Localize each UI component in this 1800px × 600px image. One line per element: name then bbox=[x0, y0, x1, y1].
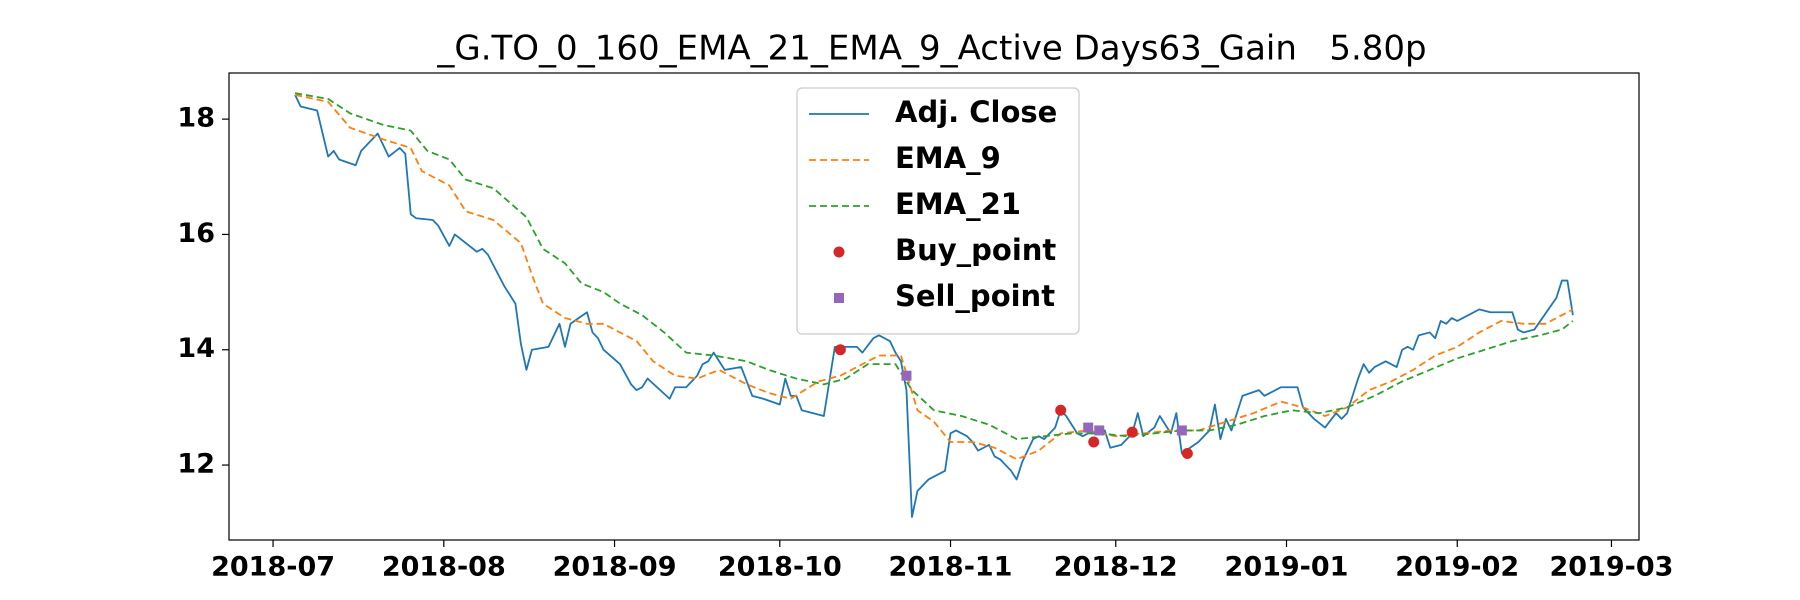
x-tick-label: 2018-07 bbox=[211, 552, 335, 583]
legend-label: EMA_21 bbox=[895, 187, 1021, 221]
plot-frame bbox=[228, 72, 1640, 541]
legend-label: Sell_point bbox=[895, 279, 1055, 313]
chart-title: _G.TO_0_160_EMA_21_EMA_9_Active Days63_G… bbox=[436, 29, 1426, 69]
x-tick-label: 2018-09 bbox=[553, 552, 677, 583]
buy-point bbox=[1126, 426, 1138, 438]
x-tick-label: 2018-08 bbox=[382, 552, 506, 583]
sell-point bbox=[1176, 425, 1187, 436]
buy-point bbox=[833, 246, 845, 258]
legend-label: Buy_point bbox=[895, 233, 1056, 267]
x-tick-label: 2019-02 bbox=[1395, 552, 1519, 583]
series-line bbox=[294, 92, 1574, 440]
series-line bbox=[294, 94, 1574, 461]
legend-label: Adj. Close bbox=[895, 95, 1057, 129]
sell-point bbox=[834, 293, 844, 303]
y-tick-label: 16 bbox=[177, 218, 215, 249]
sell-point bbox=[901, 370, 912, 381]
sell-point bbox=[1094, 425, 1105, 436]
buy-point bbox=[1055, 404, 1067, 416]
legend: Adj. Close EMA_9 EMA_21 Buy_point Sell_point bbox=[796, 87, 1080, 335]
x-tick-label: 2018-12 bbox=[1054, 552, 1178, 583]
sell-point bbox=[1083, 422, 1094, 433]
y-tick-label: 12 bbox=[177, 449, 215, 480]
series-line bbox=[294, 94, 1574, 518]
buy-point bbox=[834, 344, 846, 356]
y-tick-label: 14 bbox=[177, 333, 215, 364]
x-tick-label: 2019-01 bbox=[1225, 552, 1349, 583]
y-tick-label: 18 bbox=[177, 103, 215, 134]
legend-label: EMA_9 bbox=[895, 141, 1001, 175]
buy-point bbox=[1181, 448, 1193, 460]
legend-box bbox=[796, 87, 1080, 335]
x-tick-label: 2018-11 bbox=[889, 552, 1013, 583]
x-tick-label: 2018-10 bbox=[718, 552, 842, 583]
buy-point bbox=[1088, 436, 1100, 448]
plot-area: 12 14 16 18 2018-07 2018-08 2018-09 2018-10 2018… bbox=[177, 72, 1673, 583]
x-tick-label: 2019-03 bbox=[1549, 552, 1673, 583]
